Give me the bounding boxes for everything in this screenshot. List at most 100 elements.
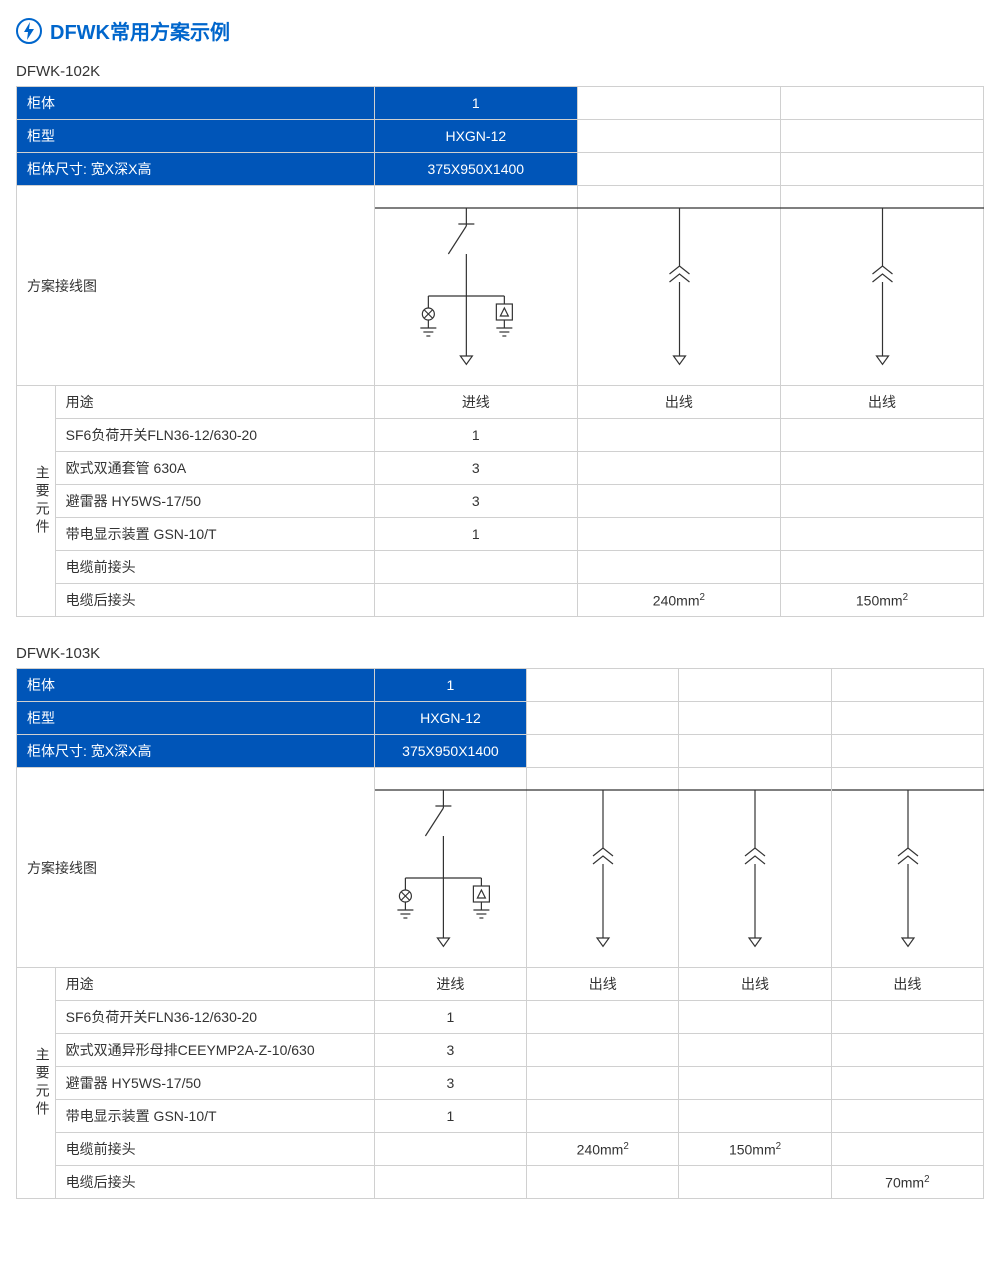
component-value: 70mm2 <box>831 1166 983 1199</box>
header-value <box>780 153 983 186</box>
component-value: 3 <box>374 452 577 485</box>
component-label: 带电显示装置 GSN-10/T <box>55 1100 374 1133</box>
component-value: 1 <box>374 419 577 452</box>
component-value <box>527 1034 679 1067</box>
header-label: 柜体 <box>17 669 375 702</box>
component-value <box>679 1100 831 1133</box>
component-value: 出线 <box>780 386 983 419</box>
header-value <box>527 702 679 735</box>
model-name: DFWK-102K <box>16 63 984 80</box>
header-value <box>577 120 780 153</box>
header-value <box>780 120 983 153</box>
header-value <box>577 153 780 186</box>
page-title-text: DFWK常用方案示例 <box>50 16 230 45</box>
component-value <box>374 1166 526 1199</box>
component-value: 1 <box>374 518 577 551</box>
component-value <box>577 485 780 518</box>
header-value: 1 <box>374 87 577 120</box>
diagram-label: 方案接线图 <box>17 186 375 386</box>
component-group-label: 主要元件 <box>17 386 56 617</box>
component-value <box>831 1034 983 1067</box>
component-group-label: 主要元件 <box>17 968 56 1199</box>
component-value <box>577 518 780 551</box>
component-label: 带电显示装置 GSN-10/T <box>55 518 374 551</box>
spec-section: DFWK-102K柜体1柜型HXGN-12柜体尺寸: 宽X深X高375X950X… <box>16 63 984 617</box>
diagram-label: 方案接线图 <box>17 768 375 968</box>
diagram-outgoing <box>831 768 983 968</box>
header-label: 柜型 <box>17 702 375 735</box>
component-label: 避雷器 HY5WS-17/50 <box>55 1067 374 1100</box>
component-value <box>577 419 780 452</box>
component-value <box>527 1067 679 1100</box>
component-value <box>374 1133 526 1166</box>
diagram-incoming <box>374 768 526 968</box>
component-value <box>780 452 983 485</box>
component-value <box>679 1001 831 1034</box>
spec-table: 柜体1柜型HXGN-12柜体尺寸: 宽X深X高375X950X1400方案接线图… <box>16 86 984 617</box>
component-value: 进线 <box>374 386 577 419</box>
component-label: 电缆前接头 <box>55 551 374 584</box>
diagram-outgoing <box>679 768 831 968</box>
header-value <box>780 87 983 120</box>
component-value <box>679 1166 831 1199</box>
component-value: 150mm2 <box>780 584 983 617</box>
component-value <box>780 551 983 584</box>
component-label: SF6负荷开关FLN36-12/630-20 <box>55 1001 374 1034</box>
component-value: 出线 <box>577 386 780 419</box>
component-label: 欧式双通异形母排CEEYMP2A-Z-10/630 <box>55 1034 374 1067</box>
header-value <box>831 735 983 768</box>
header-value: 375X950X1400 <box>374 153 577 186</box>
component-value <box>374 551 577 584</box>
page-title-row: DFWK常用方案示例 <box>16 16 984 45</box>
component-value: 240mm2 <box>577 584 780 617</box>
component-value <box>679 1067 831 1100</box>
header-value <box>831 702 983 735</box>
component-label: SF6负荷开关FLN36-12/630-20 <box>55 419 374 452</box>
component-label: 欧式双通套管 630A <box>55 452 374 485</box>
component-label: 电缆前接头 <box>55 1133 374 1166</box>
header-value <box>527 735 679 768</box>
component-value <box>577 452 780 485</box>
component-value <box>527 1100 679 1133</box>
component-value: 3 <box>374 1034 526 1067</box>
component-value <box>780 419 983 452</box>
component-value: 出线 <box>679 968 831 1001</box>
component-value: 出线 <box>831 968 983 1001</box>
header-value: 375X950X1400 <box>374 735 526 768</box>
component-value <box>374 584 577 617</box>
spec-table: 柜体1柜型HXGN-12柜体尺寸: 宽X深X高375X950X1400方案接线图… <box>16 668 984 1199</box>
diagram-outgoing <box>780 186 983 386</box>
component-value <box>831 1133 983 1166</box>
component-value: 150mm2 <box>679 1133 831 1166</box>
component-label: 避雷器 HY5WS-17/50 <box>55 485 374 518</box>
component-label: 电缆后接头 <box>55 1166 374 1199</box>
component-label: 电缆后接头 <box>55 584 374 617</box>
diagram-outgoing <box>577 186 780 386</box>
diagram-outgoing <box>527 768 679 968</box>
header-label: 柜体 <box>17 87 375 120</box>
header-value <box>831 669 983 702</box>
component-value: 3 <box>374 485 577 518</box>
component-value <box>780 485 983 518</box>
header-value <box>679 735 831 768</box>
component-value <box>679 1034 831 1067</box>
component-value: 出线 <box>527 968 679 1001</box>
header-label: 柜体尺寸: 宽X深X高 <box>17 735 375 768</box>
header-value <box>577 87 780 120</box>
component-value: 240mm2 <box>527 1133 679 1166</box>
header-label: 柜型 <box>17 120 375 153</box>
component-value <box>527 1001 679 1034</box>
header-value: HXGN-12 <box>374 702 526 735</box>
spec-section: DFWK-103K 柜体1柜型HXGN-12柜体尺寸: 宽X深X高375X950X… <box>16 645 984 1199</box>
header-value <box>679 669 831 702</box>
component-value <box>831 1001 983 1034</box>
header-value <box>679 702 831 735</box>
header-label: 柜体尺寸: 宽X深X高 <box>17 153 375 186</box>
component-value <box>577 551 780 584</box>
header-value: HXGN-12 <box>374 120 577 153</box>
component-value <box>780 518 983 551</box>
component-value <box>831 1067 983 1100</box>
component-value: 3 <box>374 1067 526 1100</box>
header-value: 1 <box>374 669 526 702</box>
model-name: DFWK-103K <box>16 645 984 662</box>
